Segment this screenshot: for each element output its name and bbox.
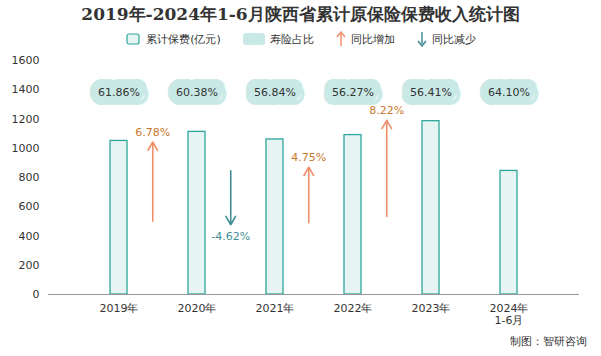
html-text:寿险占比: 寿险占比 [269,32,314,46]
svg-text:61.86%: 61.86% [98,86,140,99]
svg-text:1200: 1200 [12,113,40,126]
html-text:同比减少: 同比减少 [431,32,476,46]
svg-text:2019年: 2019年 [100,302,139,315]
svg-text:1400: 1400 [12,83,40,96]
svg-text:600: 600 [19,200,40,213]
svg-text:2021年: 2021年 [256,302,295,315]
svg-text:400: 400 [19,230,40,243]
svg-text:60.38%: 60.38% [176,86,218,99]
svg-text:2022年: 2022年 [334,302,373,315]
html-text:累计保费(亿元): 累计保费(亿元) [146,32,221,46]
svg-text:56.27%: 56.27% [332,86,374,99]
svg-text:56.41%: 56.41% [410,86,452,99]
svg-text:2024年1-6月: 2024年1-6月 [490,302,529,327]
svg-text:1600: 1600 [12,54,40,67]
svg-text:8.22%: 8.22% [369,104,404,117]
svg-text:200: 200 [19,259,40,272]
svg-text:4.75%: 4.75% [291,151,326,164]
svg-text:800: 800 [19,171,40,184]
svg-text:64.10%: 64.10% [488,86,530,99]
svg-text:-4.62%: -4.62% [211,230,250,243]
html-text:2019年-2024年1-6月陕西省累计原保险保费收入统计图: 2019年-2024年1-6月陕西省累计原保险保费收入统计图 [81,4,520,24]
svg-text:2020年: 2020年 [178,302,217,315]
html-text:同比增加: 同比增加 [350,32,395,46]
svg-text:2023年: 2023年 [412,302,451,315]
svg-text:6.78%: 6.78% [135,126,170,139]
svg-text:56.84%: 56.84% [254,86,296,99]
html-text:制图：智研咨询: 制图：智研咨询 [510,335,587,348]
svg-text:1000: 1000 [12,142,40,155]
svg-text:0: 0 [33,288,40,301]
